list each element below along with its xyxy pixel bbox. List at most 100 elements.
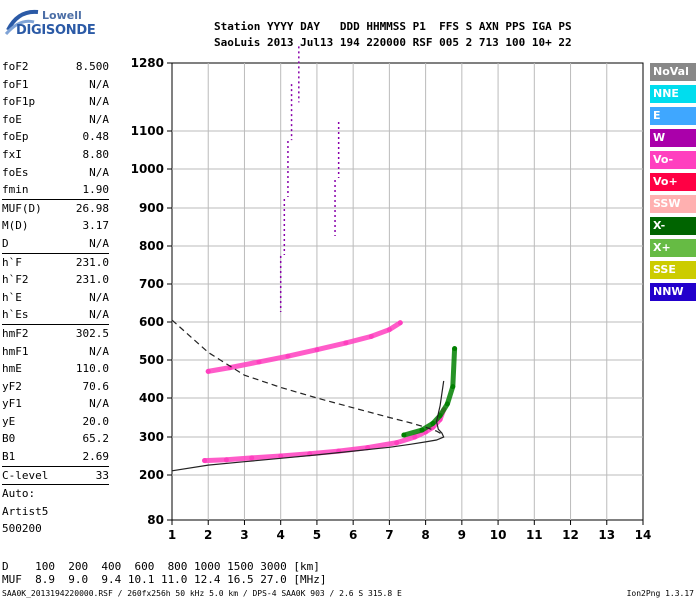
param-name: foF2 — [2, 60, 29, 73]
param-row: hmF1 N/A — [2, 343, 109, 361]
dashed-line — [171, 319, 444, 436]
param-name: yF2 — [2, 379, 22, 393]
y-tick-label: 1000 — [131, 162, 164, 176]
param-value: 65.2 — [82, 432, 110, 446]
echo-point — [430, 420, 436, 426]
y-tick-label: 300 — [139, 430, 164, 444]
param-name: h`E — [2, 290, 22, 304]
param-row: yF1 N/A — [2, 395, 109, 413]
x-tick-label: 14 — [635, 528, 652, 542]
legend: NoVal NNE E W Vo- Vo+ SSW X- X+ SSE NNW — [650, 63, 696, 305]
scaled-parameters-panel: foF2 8.500 foF1 N/A foF1p N/A foE N/A foEp 0.48 fx… — [2, 58, 109, 538]
param-name: MUF(D) — [2, 201, 42, 215]
param-name: D — [2, 236, 9, 250]
param-row: fxI 8.80 — [2, 146, 109, 164]
param-name: hmF1 — [2, 344, 29, 358]
y-tick-label: 800 — [139, 239, 164, 253]
profile-line — [171, 380, 445, 472]
param-row: hmF2 302.5 — [2, 323, 109, 343]
echo-point — [437, 413, 443, 419]
param-value: 2.69 — [82, 450, 110, 464]
x-tick-label: 1 — [168, 528, 176, 542]
echo-trace — [401, 346, 458, 438]
param-value: 0.48 — [82, 130, 110, 144]
legend-item: NoVal — [650, 63, 696, 81]
param-value: 302.5 — [75, 326, 109, 340]
y-tick-label: 700 — [139, 277, 164, 291]
footer-version: Ion2Png 1.3.17 — [626, 589, 694, 598]
logo-text-lowell: Lowell — [42, 9, 82, 22]
param-value: 1.90 — [82, 183, 110, 197]
echo-point — [419, 427, 425, 433]
param-value: N/A — [89, 290, 109, 304]
digisonde-logo: Lowell DIGISONDE — [4, 4, 96, 48]
plot-frame — [171, 62, 644, 521]
param-row: foF2 8.500 — [2, 58, 109, 76]
echo-point — [249, 455, 255, 461]
x-tick-label: 10 — [490, 528, 507, 542]
echo-point — [368, 333, 374, 339]
param-value: N/A — [89, 308, 109, 322]
param-name: C-level — [2, 468, 49, 482]
echo-point — [397, 320, 403, 326]
param-name: B0 — [2, 432, 16, 446]
legend-item: E — [650, 107, 696, 125]
echo-point — [256, 359, 262, 365]
echo-point — [394, 440, 400, 446]
param-row: Artist5 — [2, 503, 109, 521]
param-value: N/A — [89, 112, 109, 126]
echo-point — [452, 346, 458, 352]
param-row: B1 2.69 — [2, 448, 109, 466]
param-name: 500200 — [2, 522, 42, 536]
y-tick-label: 80 — [147, 513, 164, 527]
param-row: hmE 110.0 — [2, 360, 109, 378]
echo-point — [285, 353, 291, 359]
param-value: N/A — [89, 95, 109, 109]
param-value: N/A — [89, 236, 109, 250]
param-value: 3.17 — [82, 219, 110, 233]
echo-point — [401, 432, 407, 438]
param-row: fmin 1.90 — [2, 181, 109, 199]
param-name: B1 — [2, 450, 16, 464]
footer-distance-row: D 100 200 400 600 800 1000 1500 3000 [km… — [2, 560, 320, 573]
legend-item: SSW — [650, 195, 696, 213]
x-tick-label: 9 — [458, 528, 466, 542]
param-value: 231.0 — [75, 273, 109, 287]
echo-point — [450, 384, 456, 390]
param-row: h`F 231.0 — [2, 252, 109, 272]
x-tick-label: 6 — [349, 528, 357, 542]
logo-swoosh-icon — [4, 9, 39, 36]
param-name: fxI — [2, 147, 22, 161]
legend-item: Vo+ — [650, 173, 696, 191]
echo-point — [205, 368, 211, 374]
x-tick-label: 13 — [598, 528, 615, 542]
param-value: N/A — [89, 397, 109, 411]
param-value: N/A — [89, 77, 109, 91]
echo-trace — [205, 320, 403, 374]
y-tick-label: 1280 — [131, 56, 164, 70]
x-tick-label: 11 — [526, 528, 543, 542]
param-value: 8.80 — [82, 147, 110, 161]
param-name: M(D) — [2, 219, 29, 233]
legend-item: W — [650, 129, 696, 147]
x-tick-label: 2 — [204, 528, 212, 542]
param-name: yE — [2, 414, 16, 428]
x-tick-label: 7 — [385, 528, 393, 542]
param-row: M(D) 3.17 — [2, 217, 109, 235]
param-name: hmE — [2, 362, 22, 376]
param-row: Auto: — [2, 484, 109, 503]
legend-item: Vo- — [650, 151, 696, 169]
param-value: N/A — [89, 165, 109, 179]
param-value: 110.0 — [75, 362, 109, 376]
y-tick-label: 900 — [139, 201, 164, 215]
y-tick-label: 400 — [139, 391, 164, 405]
param-name: h`F — [2, 255, 22, 269]
echo-point — [314, 347, 320, 353]
param-row: foF1 N/A — [2, 76, 109, 94]
echo-point — [412, 434, 418, 440]
param-name: foF1 — [2, 77, 29, 91]
legend-item: NNE — [650, 85, 696, 103]
header-line-2: SaoLuis 2013 Jul13 194 220000 RSF 005 2 … — [214, 36, 572, 49]
legend-item: NNW — [650, 283, 696, 301]
